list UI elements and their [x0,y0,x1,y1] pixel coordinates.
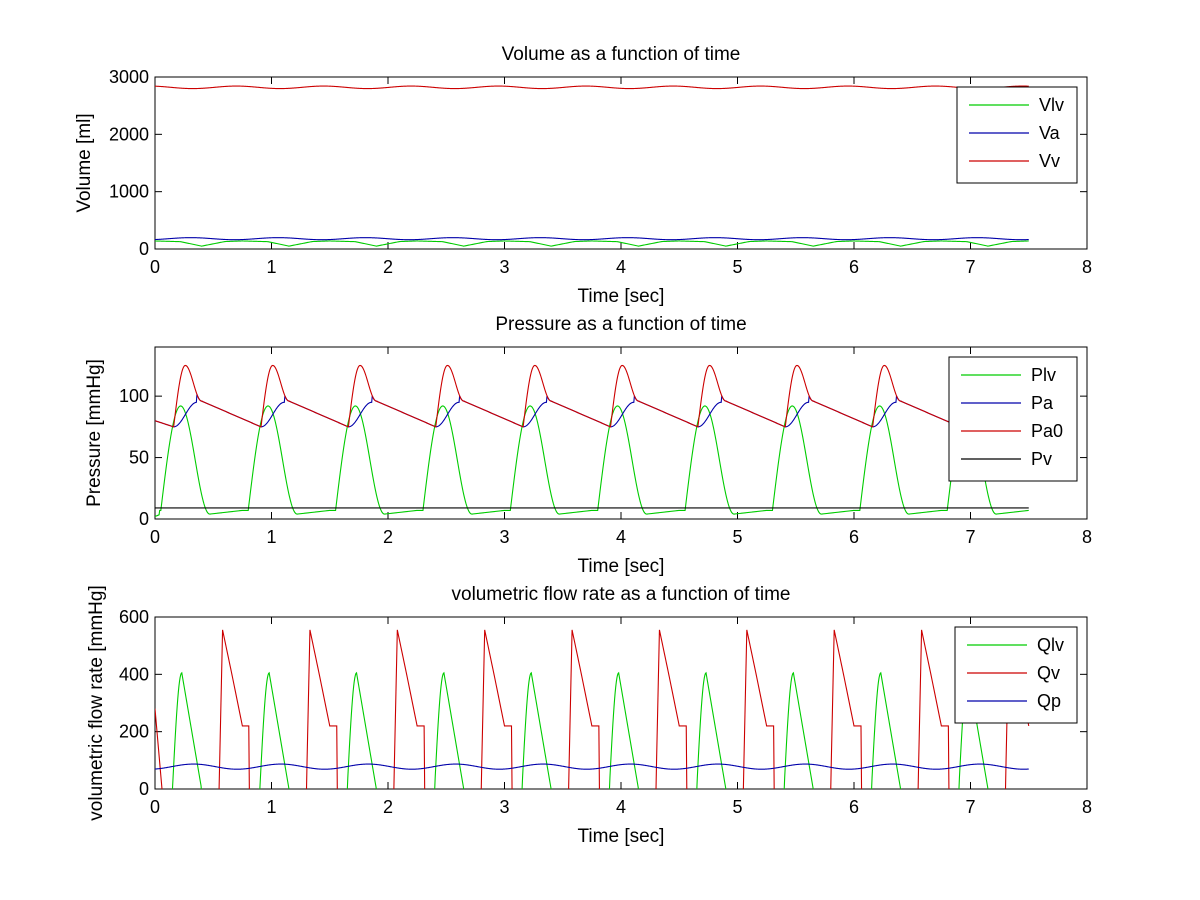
x-tick-label: 6 [849,257,859,277]
chart-title: Volume as a function of time [502,44,741,65]
chart-title: volumetric flow rate as a function of ti… [452,584,791,605]
x-tick-label: 7 [965,257,975,277]
series-line-qp [155,763,1029,770]
x-tick-label: 8 [1082,797,1092,817]
x-tick-label: 4 [616,527,626,547]
chart-1: 0 1 2 3 4 5 6 7 8 0 1000 2000 3000 Volume as a functi… [74,44,1092,307]
y-tick-label: 0 [139,239,149,259]
x-tick-label: 3 [499,257,509,277]
legend-box [954,626,1078,724]
y-axis-label: volumetric flow rate [mmHg] [86,585,107,820]
series-line-vlv [155,240,1029,247]
y-axis-label: Volume [ml] [74,113,95,212]
series-line-vv [155,85,1029,90]
x-tick-label: 7 [965,527,975,547]
series-line-qlv [171,671,989,789]
y-tick-label: 600 [119,607,149,627]
x-tick-label: 1 [266,797,276,817]
x-tick-label: 2 [383,527,393,547]
y-tick-label: 2000 [109,124,149,144]
x-axis-label: Time [sec] [578,826,665,847]
x-tick-label: 1 [266,257,276,277]
y-tick-label: 50 [129,448,149,468]
x-tick-label: 0 [150,257,160,277]
plot-area [154,346,1088,520]
x-tick-label: 6 [849,797,859,817]
y-axis-label: Pressure [mmHg] [84,359,105,507]
x-tick-label: 5 [732,797,742,817]
series-line-va [155,237,1029,241]
legend-box [948,356,1078,482]
x-tick-label: 4 [616,797,626,817]
legend-label-pa: Pa [1031,393,1054,413]
series-line-qv [155,629,1030,789]
legend-label-pv: Pv [1031,449,1052,469]
x-tick-label: 2 [383,257,393,277]
legend-box [956,86,1078,184]
legend-label-pa0: Pa0 [1031,421,1063,441]
legend: Plv Pa Pa0 Pv [948,356,1078,482]
y-tick-label: 0 [139,509,149,529]
plot-area [154,616,1088,790]
legend-label-qv: Qv [1037,663,1060,683]
x-tick-label: 2 [383,797,393,817]
legend-label-va: Va [1039,123,1061,143]
legend-label-vlv: Vlv [1039,95,1064,115]
x-tick-label: 3 [499,527,509,547]
y-tick-label: 100 [119,386,149,406]
x-tick-label: 8 [1082,527,1092,547]
y-tick-label: 3000 [109,67,149,87]
legend-label-plv: Plv [1031,365,1056,385]
plot-area [154,76,1088,250]
legend-label-qlv: Qlv [1037,635,1064,655]
x-tick-label: 8 [1082,257,1092,277]
x-axis-label: Time [sec] [578,286,665,307]
legend-label-vv: Vv [1039,151,1060,171]
legend: Qlv Qv Qp [954,626,1078,724]
legend: Vlv Va Vv [956,86,1078,184]
x-tick-label: 1 [266,527,276,547]
x-tick-label: 0 [150,797,160,817]
x-tick-label: 6 [849,527,859,547]
y-tick-label: 0 [139,779,149,799]
series-line-pa0 [155,364,1029,428]
y-tick-label: 200 [119,722,149,742]
series-line-plv [155,405,1029,518]
chart-2: 0 1 2 3 4 5 6 7 8 0 50 100 Pressure as a function of… [84,314,1092,577]
legend-label-qp: Qp [1037,691,1061,711]
chart-3: 0 1 2 3 4 5 6 7 8 0 200 400 600 volumetric flow rate … [86,584,1092,847]
x-tick-label: 5 [732,257,742,277]
x-tick-label: 4 [616,257,626,277]
x-axis-label: Time [sec] [578,556,665,577]
x-tick-label: 3 [499,797,509,817]
y-tick-label: 400 [119,664,149,684]
x-tick-label: 7 [965,797,975,817]
chart-title: Pressure as a function of time [495,314,746,335]
x-tick-label: 0 [150,527,160,547]
x-tick-label: 5 [732,527,742,547]
y-tick-label: 1000 [109,182,149,202]
